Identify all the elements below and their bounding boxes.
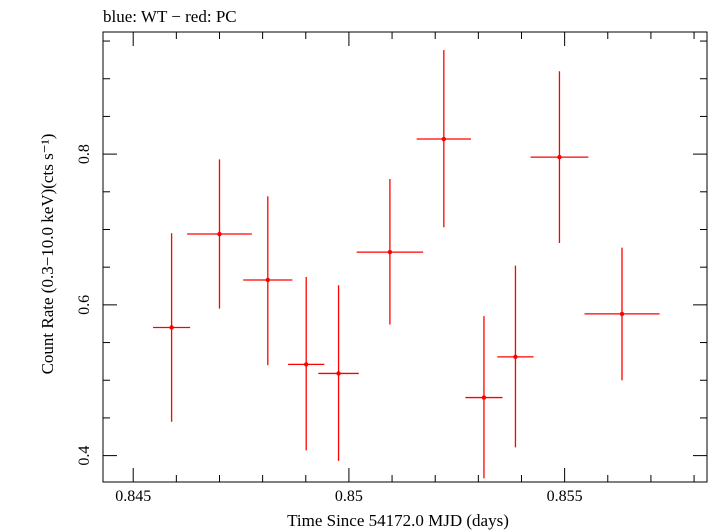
y-tick-label: 0.6 [76,295,93,315]
data-point [513,354,518,360]
plot-area: 0.845 0.85 0.855 0.4 0.6 0.8 [76,31,708,505]
data-point [265,277,271,283]
x-tick-label: 0.845 [115,488,151,505]
data-point [441,136,447,142]
data-point [304,362,309,367]
y-tick-label: 0.8 [76,144,93,164]
y-tick-label: 0.4 [76,446,93,466]
data-point [336,371,341,376]
chart-title: blue: WT − red: PC [103,7,237,26]
x-axis-label: Time Since 54172.0 MJD (days) [287,511,509,530]
x-tick-label: 0.85 [335,488,363,505]
plot-frame [102,31,708,483]
data-point [619,311,625,317]
data-point [169,325,174,330]
data-point [217,231,222,237]
data-point [481,395,487,400]
x-tick-label: 0.855 [547,488,583,505]
data-point [557,154,562,160]
data-point [387,249,393,255]
y-axis-label: Count Rate (0.3−10.0 keV)(cts s⁻¹) [38,134,57,375]
